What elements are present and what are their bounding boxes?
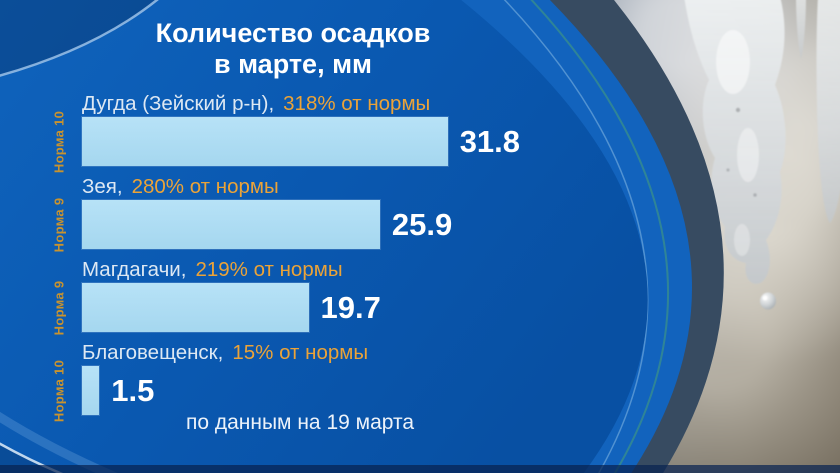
precipitation-bar <box>82 117 448 166</box>
norm-axis-label: Норма 9 <box>51 197 67 252</box>
chart-title-line1: Количество осадков <box>155 18 431 48</box>
bar-line: Норма 9 19.7 <box>52 280 381 335</box>
precipitation-bar <box>82 283 309 332</box>
city-label: Дугда (Зейский р-н), <box>82 92 275 115</box>
percent-of-norm-label: 219% от нормы <box>195 258 343 281</box>
bar-label: Магдагачи, 219% от нормы <box>82 258 381 282</box>
bar-row-blagoveshchensk: Благовещенск, 15% от нормы Норма 10 1.5 <box>52 341 369 422</box>
norm-axis-label: Норма 9 <box>51 280 67 335</box>
corner-arc-bottomleft-line <box>0 442 64 473</box>
percent-of-norm-label: 15% от нормы <box>232 341 369 364</box>
bar-value: 31.8 <box>459 123 521 159</box>
bar-value: 25.9 <box>391 206 453 242</box>
precipitation-bar <box>82 200 380 249</box>
bar-label: Благовещенск, 15% от нормы <box>82 341 368 365</box>
bar-line: Норма 10 1.5 <box>52 359 368 421</box>
bar-line: Норма 9 25.9 <box>52 197 453 252</box>
percent-of-norm-label: 318% от нормы <box>283 92 431 115</box>
city-label: Магдагачи, <box>82 258 187 281</box>
bottom-dark-bar <box>0 465 840 473</box>
ring-lightblue-line <box>503 0 649 473</box>
precipitation-bar <box>82 366 100 415</box>
corner-arc-topleft-line <box>0 0 159 77</box>
chart-title: Количество осадков в марте, мм <box>0 18 586 80</box>
bar-value: 1.5 <box>111 372 155 408</box>
city-label: Зея, <box>82 175 123 198</box>
icicle-strand <box>796 0 806 59</box>
bar-line: Норма 10 31.8 <box>52 110 521 172</box>
city-label: Благовещенск, <box>82 341 224 364</box>
ring-teal-line <box>530 0 670 473</box>
chart-title-line2: в марте, мм <box>213 49 373 79</box>
percent-of-norm-label: 280% от нормы <box>131 175 279 198</box>
bar-label: Дугда (Зейский р-н), 318% от нормы <box>82 92 520 116</box>
icicle-main <box>684 0 786 284</box>
corner-arc-topleft-fill <box>0 0 157 76</box>
data-as-of-note: по данным на 19 марта <box>185 411 415 434</box>
bar-row-dugda: Дугда (Зейский р-н), 318% от нормы Норма … <box>52 92 521 173</box>
bar-value: 19.7 <box>320 289 381 325</box>
icicle-right <box>816 0 840 223</box>
norm-axis-label: Норма 10 <box>51 110 67 173</box>
bar-row-magdagachi: Магдагачи, 219% от нормы Норма 9 19.7 <box>52 258 381 335</box>
bar-label: Зея, 280% от нормы <box>82 175 452 199</box>
bar-row-zeya: Зея, 280% от нормы Норма 9 25.9 <box>52 175 453 252</box>
